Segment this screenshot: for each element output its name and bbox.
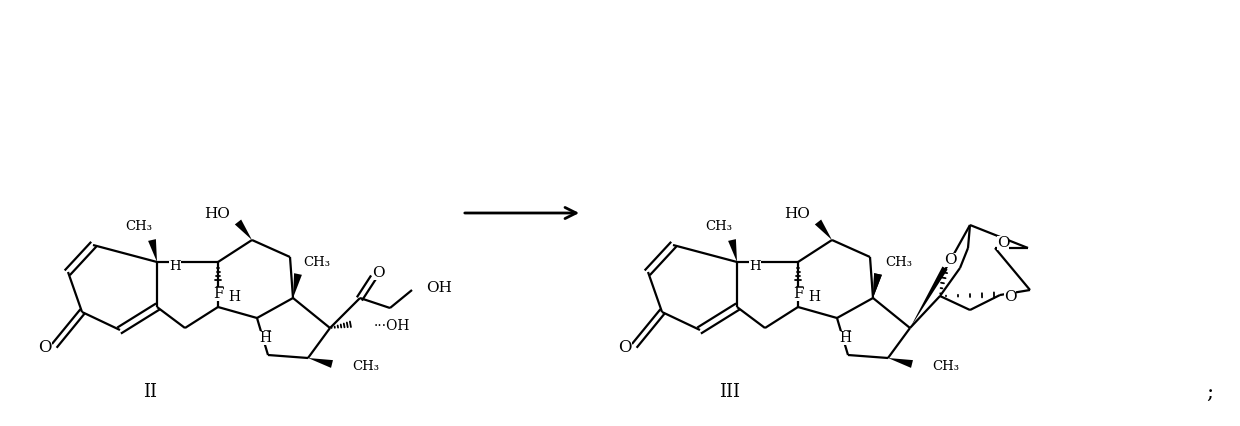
Polygon shape xyxy=(234,219,252,240)
Text: F̅: F̅ xyxy=(213,287,223,301)
Text: OH: OH xyxy=(427,281,451,295)
Text: O: O xyxy=(997,236,1009,250)
Text: O: O xyxy=(38,339,52,356)
Text: H: H xyxy=(749,261,761,273)
Text: H: H xyxy=(808,290,820,304)
Text: ···OH: ···OH xyxy=(374,319,410,333)
Polygon shape xyxy=(910,267,947,328)
Text: H̅: H̅ xyxy=(259,331,272,345)
Polygon shape xyxy=(873,273,882,298)
Text: HO: HO xyxy=(205,207,229,221)
Polygon shape xyxy=(728,239,737,262)
Text: HO: HO xyxy=(784,207,810,221)
Text: CH₃: CH₃ xyxy=(125,221,153,233)
Polygon shape xyxy=(293,273,301,298)
Text: H: H xyxy=(228,290,241,304)
Polygon shape xyxy=(815,219,832,240)
Text: F̅: F̅ xyxy=(792,287,804,301)
Text: CH₃: CH₃ xyxy=(706,221,733,233)
Text: II: II xyxy=(143,383,157,401)
Polygon shape xyxy=(873,273,882,298)
Polygon shape xyxy=(888,358,913,368)
Text: CH₃: CH₃ xyxy=(885,256,911,268)
Polygon shape xyxy=(308,358,334,368)
Text: III: III xyxy=(719,383,740,401)
Text: CH₃: CH₃ xyxy=(352,360,379,372)
Text: CH₃: CH₃ xyxy=(932,360,959,372)
Text: H̅: H̅ xyxy=(839,331,851,345)
Text: ;: ; xyxy=(1207,383,1214,401)
Text: CH₃: CH₃ xyxy=(303,256,330,268)
Text: H: H xyxy=(169,261,181,273)
Text: O: O xyxy=(372,266,384,280)
Polygon shape xyxy=(148,239,157,262)
Text: O: O xyxy=(1003,290,1017,304)
Text: O: O xyxy=(619,339,631,356)
Text: O: O xyxy=(944,253,956,267)
